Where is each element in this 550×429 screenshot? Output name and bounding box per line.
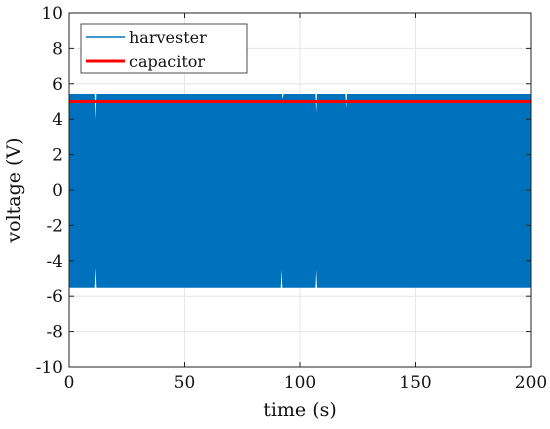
x-tick-label: 100	[284, 373, 316, 393]
y-tick-label: -2	[46, 216, 63, 236]
x-tick-label: 50	[174, 373, 196, 393]
legend: harvester capacitor	[80, 23, 248, 74]
y-tick-label: -10	[36, 358, 63, 378]
legend-harvester-label: harvester	[129, 28, 207, 47]
y-tick-label: -4	[46, 252, 63, 272]
y-tick-label: 0	[52, 181, 63, 201]
y-tick-label: 6	[52, 75, 63, 95]
y-tick-label: 10	[41, 4, 63, 24]
y-tick-label: 4	[52, 110, 63, 130]
x-tick-label: 200	[515, 373, 547, 393]
y-axis-label: voltage (V)	[3, 137, 25, 243]
x-axis-label: time (s)	[263, 399, 337, 421]
y-tick-label: -8	[46, 323, 63, 343]
tick-layer: 0 50 100 150 200 -10 -8 -6 -4 -2 0 2 4 6 8 10	[36, 4, 548, 393]
y-tick-label: 8	[52, 39, 63, 59]
harvester-series	[68, 94, 532, 288]
y-tick-label: -6	[46, 287, 63, 307]
data-layer	[68, 94, 532, 288]
legend-capacitor-label: capacitor	[129, 52, 205, 71]
y-tick-label: 2	[52, 146, 63, 166]
legend-box	[80, 23, 248, 74]
x-tick-label: 0	[64, 373, 75, 393]
x-tick-label: 150	[399, 373, 431, 393]
